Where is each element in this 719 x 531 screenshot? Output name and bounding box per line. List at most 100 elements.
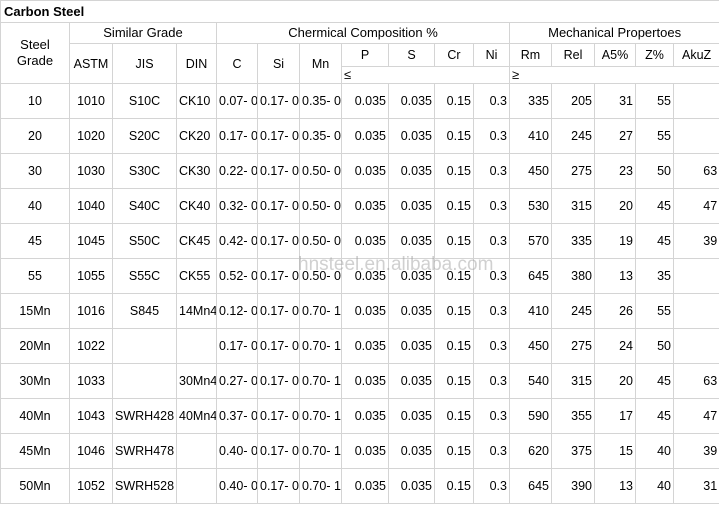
cell-c: 0.42- 0.50 [216,223,258,259]
cell-cr: 0.15 [434,328,474,364]
cell-akuz: 31 [672,468,719,504]
cell-c: 0.17- 0.73 [216,118,258,154]
cell-grade: 50Mn [0,468,70,504]
cell-z: 45 [635,398,674,434]
cell-si: 0.17- 0.37 [257,433,300,469]
cell-cr: 0.15 [434,153,474,189]
cell-rel: 275 [551,153,595,189]
cell-rel: 390 [551,468,595,504]
cell-grade: 10 [0,83,70,119]
cell-s: 0.035 [388,468,435,504]
cell-p: 0.035 [341,188,389,224]
cell-p: 0.035 [341,153,389,189]
cell-s: 0.035 [388,293,435,329]
cell-cr: 0.15 [434,258,474,294]
cell-s: 0.035 [388,223,435,259]
cell-a5: 20 [594,188,636,224]
cell-a5: 13 [594,258,636,294]
cell-c: 0.27- 0.34 [216,363,258,399]
cell-ni: 0.3 [473,328,510,364]
cell-z: 40 [635,433,674,469]
cell-s: 0.035 [388,328,435,364]
cell-mn: 0.70- 1.00 [299,398,342,434]
carbon-steel-table: Carbon Steel Steel Grade Similar Grade C… [0,0,719,504]
header-rel: Rel [551,43,595,67]
cell-ni: 0.3 [473,118,510,154]
cell-akuz: 63 [672,153,719,189]
cell-p: 0.035 [341,363,389,399]
cell-mn: 0.50- 0.80 [299,188,342,224]
cell-din: 14Mn4 [176,293,217,329]
cell-cr: 0.15 [434,223,474,259]
cell-astm: 1055 [69,258,113,294]
cell-rm: 410 [509,118,552,154]
cell-s: 0.035 [388,433,435,469]
cell-p: 0.035 [341,223,389,259]
cell-p: 0.035 [341,468,389,504]
cell-s: 0.035 [388,398,435,434]
cell-grade: 20Mn [0,328,70,364]
cell-din: CK55 [176,258,217,294]
cell-ni: 0.3 [473,258,510,294]
cell-astm: 1030 [69,153,113,189]
cell-akuz [672,328,719,364]
cell-p: 0.035 [341,293,389,329]
header-astm: ASTM [69,43,113,84]
cell-a5: 13 [594,468,636,504]
cell-grade: 20 [0,118,70,154]
cell-si: 0.17- 0.37 [257,258,300,294]
cell-akuz: 63 [672,363,719,399]
cell-s: 0.035 [388,258,435,294]
cell-jis: S40C [112,188,177,224]
header-si: Si [257,43,300,84]
cell-astm: 1020 [69,118,113,154]
header-s: S [388,43,435,67]
cell-jis [112,363,177,399]
cell-c: 0.52- 0.60 [216,258,258,294]
cell-astm: 1052 [69,468,113,504]
cell-mn: 0.35- 0.65 [299,118,342,154]
header-akuz: AkuZ [672,43,719,67]
cell-ni: 0.3 [473,223,510,259]
cell-rel: 245 [551,293,595,329]
cell-z: 55 [635,118,674,154]
cell-cr: 0.15 [434,188,474,224]
cell-rel: 245 [551,118,595,154]
header-c: C [216,43,258,84]
cell-akuz [672,293,719,329]
cell-din: CK20 [176,118,217,154]
cell-s: 0.035 [388,83,435,119]
cell-astm: 1022 [69,328,113,364]
header-z: Z% [635,43,674,67]
cell-z: 45 [635,188,674,224]
cell-rel: 205 [551,83,595,119]
cell-ni: 0.3 [473,188,510,224]
cell-akuz [672,83,719,119]
cell-si: 0.17- 0.37 [257,398,300,434]
cell-z: 45 [635,223,674,259]
cell-akuz: 47 [672,398,719,434]
cell-astm: 1033 [69,363,113,399]
header-ni: Ni [473,43,510,67]
cell-grade: 45 [0,223,70,259]
cell-p: 0.035 [341,83,389,119]
cell-rel: 275 [551,328,595,364]
cell-a5: 15 [594,433,636,469]
cell-a5: 26 [594,293,636,329]
cell-a5: 27 [594,118,636,154]
header-din: DIN [176,43,217,84]
cell-ni: 0.3 [473,468,510,504]
cell-si: 0.17- 0.37 [257,293,300,329]
cell-grade: 40 [0,188,70,224]
cell-si: 0.17- 0.37 [257,118,300,154]
cell-akuz [672,258,719,294]
cell-mn: 0.50- 0.80 [299,258,342,294]
cell-si: 0.17- 0.37 [257,83,300,119]
cell-cr: 0.15 [434,468,474,504]
